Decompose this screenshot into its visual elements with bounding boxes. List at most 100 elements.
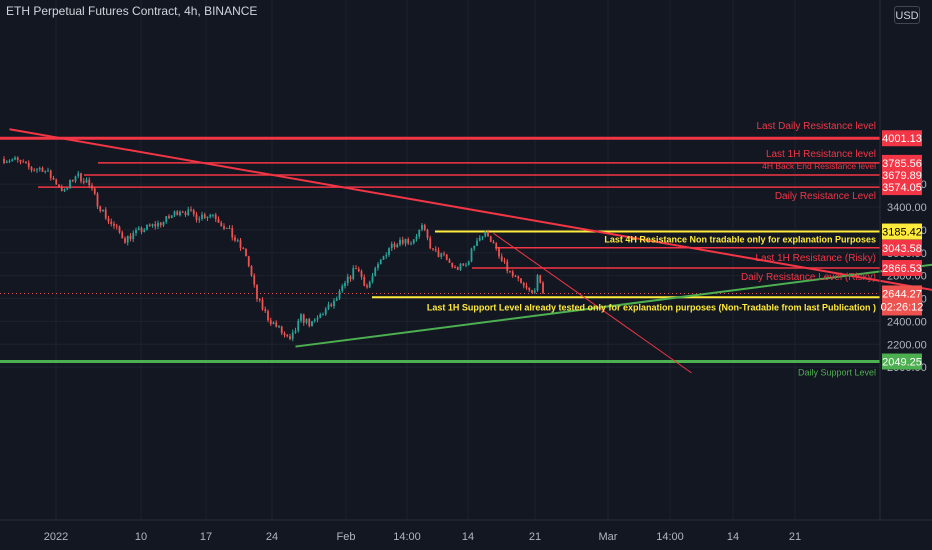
- x-tick-label: 10: [135, 531, 147, 543]
- candle-body: [27, 162, 30, 168]
- candle-body: [192, 210, 195, 215]
- candle-body: [239, 240, 242, 248]
- candle-body: [390, 243, 393, 249]
- x-tick-label: 21: [789, 531, 801, 543]
- candle-body: [291, 332, 294, 339]
- candle-body: [294, 330, 297, 333]
- candle-body: [187, 209, 190, 215]
- candle-body: [58, 184, 60, 188]
- candle-body: [478, 237, 481, 241]
- trendlines: [9, 128, 932, 374]
- candle-body: [173, 211, 176, 216]
- candle-body: [253, 275, 256, 285]
- candle-body: [250, 265, 253, 276]
- candle-body: [426, 229, 429, 238]
- x-tick-label: Mar: [599, 531, 618, 543]
- price-tag: [882, 353, 922, 370]
- candle-body: [275, 322, 278, 328]
- candle-body: [473, 245, 476, 249]
- candle-body: [506, 261, 509, 271]
- candle-body: [487, 231, 489, 237]
- candle-body: [190, 209, 192, 211]
- candle-body: [324, 308, 327, 315]
- candle-body: [437, 250, 440, 257]
- candle-body: [525, 285, 528, 288]
- candle-body: [3, 158, 5, 163]
- price-tag-label: 3185.42: [882, 227, 922, 239]
- candle-body: [137, 227, 140, 230]
- candle-body: [412, 239, 415, 244]
- candle-body: [22, 161, 25, 163]
- candle-body: [223, 226, 225, 229]
- candle-body: [338, 291, 341, 299]
- candle-body: [385, 254, 388, 257]
- candle-body: [528, 287, 531, 291]
- x-tick-label: 14:00: [393, 531, 421, 543]
- candle-body: [533, 290, 536, 293]
- candle-body: [143, 229, 146, 232]
- candle-body: [55, 179, 58, 185]
- candle-body: [434, 249, 437, 251]
- candle-body: [146, 224, 148, 230]
- candle-body: [531, 290, 533, 293]
- candle-body: [220, 222, 223, 227]
- chart-title: ETH Perpetual Futures Contract, 4h, BINA…: [6, 4, 258, 18]
- candle-body: [69, 180, 71, 188]
- candle-body: [33, 170, 36, 172]
- candle-body: [495, 243, 498, 249]
- candle-body: [245, 248, 247, 257]
- candle-body: [165, 216, 168, 222]
- candle-body: [170, 215, 173, 219]
- candle-body: [371, 275, 374, 282]
- candle-body: [258, 299, 261, 301]
- candle-body: [316, 317, 319, 320]
- candle-body: [115, 225, 118, 227]
- candle-body: [176, 211, 179, 216]
- candle-body: [388, 248, 390, 255]
- candle-body: [8, 160, 11, 162]
- candle-body: [429, 237, 432, 249]
- candle-body: [49, 170, 52, 178]
- level-text: Last 1H Resistance level: [766, 149, 876, 160]
- price-tag-label: 3679.89: [882, 170, 922, 182]
- candle-body: [217, 219, 220, 223]
- candle-body: [465, 264, 467, 266]
- price-tag: [882, 260, 922, 277]
- candle-body: [352, 268, 355, 280]
- candle-body: [11, 159, 14, 161]
- candle-body: [236, 240, 239, 242]
- candle-body: [393, 243, 396, 248]
- candle-body: [88, 179, 91, 186]
- candle-body: [256, 284, 258, 300]
- candle-body: [498, 248, 500, 257]
- price-tag: [882, 166, 922, 183]
- candle-body: [74, 176, 77, 182]
- current-price-tag: [882, 285, 922, 316]
- level-text: Daily Support Level: [798, 368, 876, 378]
- current-price-label: 2644.27: [882, 288, 922, 300]
- candle-body: [302, 314, 305, 323]
- candle-body: [418, 229, 421, 237]
- candle-body: [264, 309, 267, 312]
- candle-body: [382, 256, 385, 260]
- candle-body: [104, 209, 107, 219]
- candle-body: [399, 239, 401, 245]
- candle-body: [44, 170, 47, 172]
- price-tag-label: 4001.13: [882, 133, 922, 145]
- candle-body: [410, 243, 412, 245]
- candle-body: [231, 228, 234, 238]
- candle-body: [379, 259, 382, 265]
- candle-body: [313, 319, 316, 322]
- candle-body: [445, 254, 448, 260]
- candle-body: [421, 225, 423, 230]
- trendline-major-downtrend: [9, 128, 932, 291]
- currency-button[interactable]: USD: [894, 6, 920, 24]
- candle-body: [121, 232, 124, 239]
- candle-body: [234, 237, 236, 241]
- x-tick-label: 14: [462, 531, 474, 543]
- x-tick-label: Feb: [337, 531, 356, 543]
- candle-body: [539, 275, 542, 283]
- candle-body: [212, 214, 214, 216]
